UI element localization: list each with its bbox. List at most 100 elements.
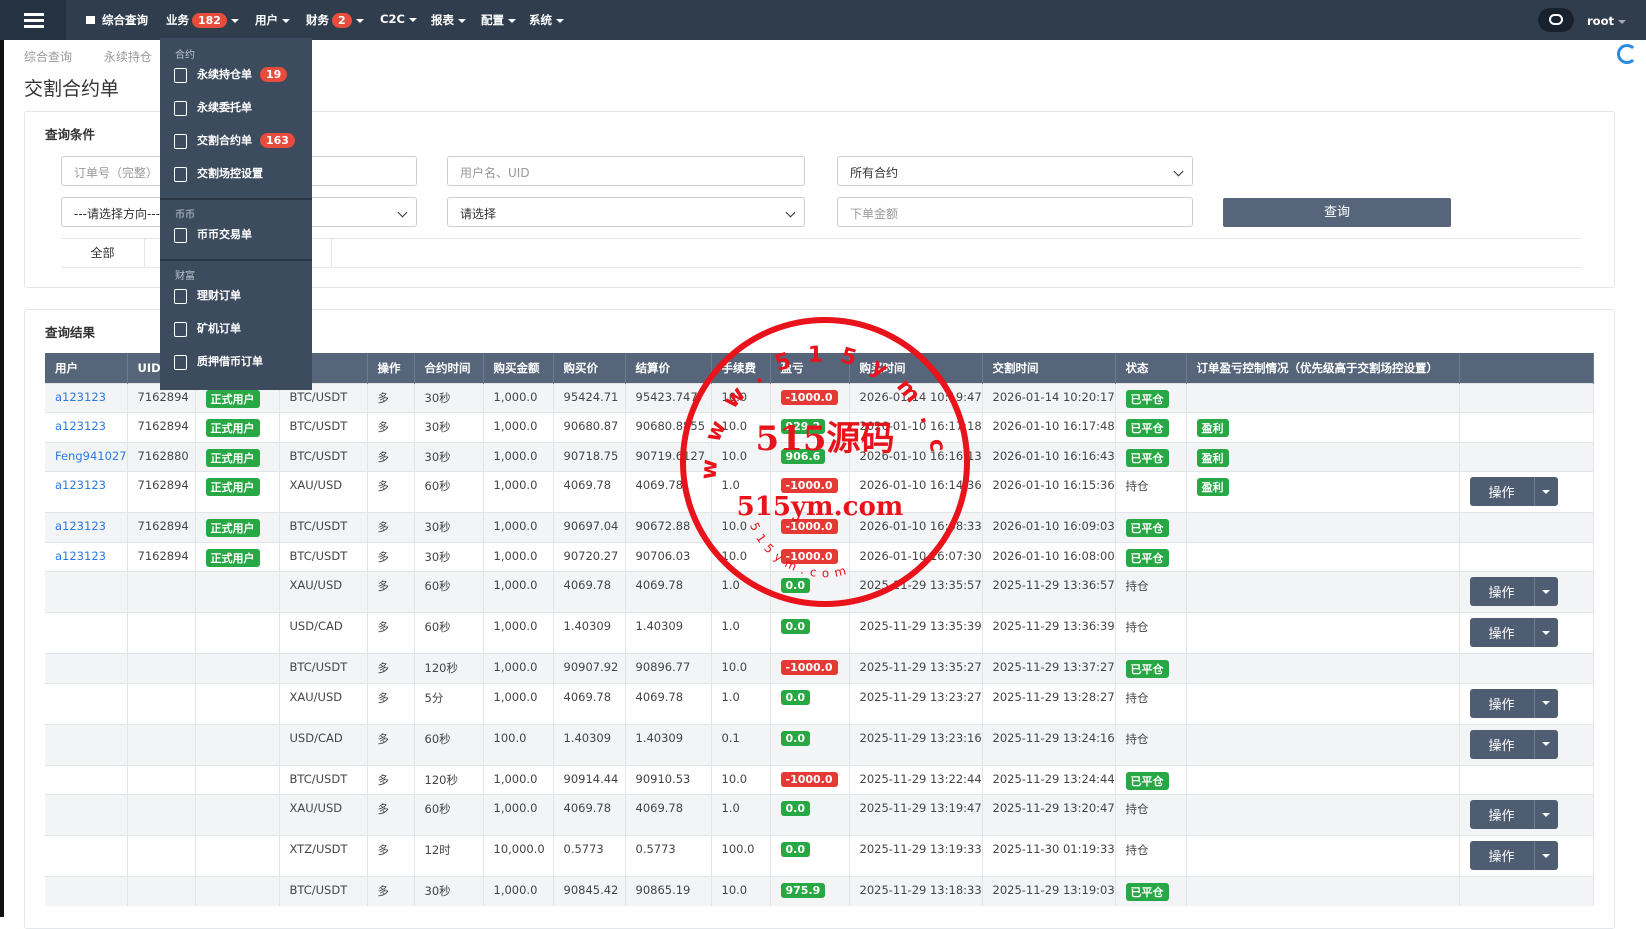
user-link[interactable]: Feng941027 xyxy=(55,449,127,463)
nav-item[interactable]: 系统 xyxy=(529,12,564,28)
menu-item[interactable]: 永续委托单 xyxy=(174,99,252,116)
nav-item[interactable]: C2C xyxy=(380,12,417,26)
cell: 2025-11-29 13:28:27 xyxy=(982,683,1115,724)
cell-text: 5分 xyxy=(425,691,444,705)
user-link[interactable]: a123123 xyxy=(55,549,106,563)
action-button[interactable]: 操作 xyxy=(1470,841,1558,870)
cell: 90896.77 xyxy=(625,654,711,684)
cell-text: BTC/USDT xyxy=(290,449,348,463)
action-toggle[interactable] xyxy=(1534,800,1558,829)
user-link[interactable]: a123123 xyxy=(55,519,106,533)
column-header: 手续费 xyxy=(711,353,770,383)
cell xyxy=(1186,795,1459,836)
breadcrumb-item[interactable]: 永续持仓 xyxy=(104,50,152,64)
nav-item[interactable]: 配置 xyxy=(481,12,516,28)
tab[interactable]: 全部 xyxy=(61,239,145,267)
cell xyxy=(127,795,195,836)
menu-item[interactable]: 理财订单 xyxy=(174,287,241,304)
action-toggle[interactable] xyxy=(1534,477,1558,506)
cell-text: 90914.44 xyxy=(564,772,619,786)
action-button[interactable]: 操作 xyxy=(1470,730,1558,759)
cell: 60秒 xyxy=(414,724,483,765)
contract-select[interactable]: 所有合约 xyxy=(837,156,1193,186)
action-toggle[interactable] xyxy=(1534,689,1558,718)
cell: 1,000.0 xyxy=(483,765,553,795)
user-link[interactable]: a123123 xyxy=(55,478,106,492)
menu-item[interactable]: 永续持仓单19 xyxy=(174,66,287,83)
cell: 已平仓 xyxy=(1115,383,1186,413)
chat-button[interactable] xyxy=(1538,8,1574,32)
menu-item[interactable]: 质押借币订单 xyxy=(174,353,263,370)
cell xyxy=(195,724,279,765)
cell-text: 多 xyxy=(378,802,390,816)
results-table: 用户UID操作合约时间购买金额购买价结算价手续费盈亏购买时间交割时间状态订单盈亏… xyxy=(45,353,1594,906)
cell-text: 90719.6127 xyxy=(636,449,706,463)
action-button[interactable]: 操作 xyxy=(1470,800,1558,829)
cell-text: 90865.19 xyxy=(636,883,691,897)
search-button[interactable]: 查询 xyxy=(1223,198,1451,227)
cell: 2026-01-14 10:19:47 xyxy=(849,383,982,413)
action-label: 操作 xyxy=(1470,841,1534,870)
nav-item[interactable]: 综合查询 xyxy=(86,12,148,28)
cell-text: 2025-11-29 13:23:27 xyxy=(860,690,982,704)
menu-item[interactable]: 币币交易单 xyxy=(174,226,252,243)
menu-item[interactable]: 交割场控设置 xyxy=(174,165,263,182)
action-toggle[interactable] xyxy=(1534,618,1558,647)
action-button[interactable]: 操作 xyxy=(1470,477,1558,506)
user-link[interactable]: a123123 xyxy=(55,390,106,404)
cell: 90672.88 xyxy=(625,513,711,543)
action-button[interactable]: 操作 xyxy=(1470,618,1558,647)
action-button[interactable]: 操作 xyxy=(1470,577,1558,606)
user-link[interactable]: a123123 xyxy=(55,419,106,433)
breadcrumb-item[interactable]: 综合查询 xyxy=(24,50,72,64)
menu-item[interactable]: 交割合约单163 xyxy=(174,132,295,149)
nav-item[interactable]: 用户 xyxy=(255,12,290,28)
action-toggle[interactable] xyxy=(1534,730,1558,759)
cell xyxy=(1186,542,1459,572)
menu-item[interactable]: 矿机订单 xyxy=(174,320,241,337)
cell: 已平仓 xyxy=(1115,654,1186,684)
amount-input[interactable]: 下单金额 xyxy=(837,197,1193,227)
cell: 1,000.0 xyxy=(483,613,553,654)
cell-text: 100.0 xyxy=(722,842,755,856)
status-select[interactable]: 请选择 xyxy=(447,197,805,227)
cell-text: 多 xyxy=(378,661,390,675)
cell: 5分 xyxy=(414,683,483,724)
cell xyxy=(1186,654,1459,684)
action-toggle[interactable] xyxy=(1534,841,1558,870)
cell-text: 10.0 xyxy=(722,419,748,433)
menu-badge: 163 xyxy=(260,133,295,148)
action-toggle[interactable] xyxy=(1534,577,1558,606)
label-badge: 正式用户 xyxy=(206,390,260,408)
cell-text: 30秒 xyxy=(425,520,451,534)
cell-text: 1.40309 xyxy=(636,731,684,745)
menu-toggle[interactable] xyxy=(0,0,66,40)
cell-text: 1,000.0 xyxy=(494,801,538,815)
cell: 持仓 xyxy=(1115,572,1186,613)
nav-item[interactable]: 财务2 xyxy=(306,12,364,28)
cell: 持仓 xyxy=(1115,472,1186,513)
cell-text: 2025-11-29 13:24:16 xyxy=(993,731,1115,745)
cell: BTC/USDT xyxy=(279,654,367,684)
cell-text: 0.5773 xyxy=(564,842,604,856)
cell-text: 1,000.0 xyxy=(494,449,538,463)
action-button[interactable]: 操作 xyxy=(1470,689,1558,718)
user-input[interactable]: 用户名、UID xyxy=(447,156,805,186)
menu-icon xyxy=(174,167,187,182)
cell-text: USD/CAD xyxy=(290,731,343,745)
label-badge: 已平仓 xyxy=(1126,772,1169,790)
refresh-button[interactable] xyxy=(1617,44,1637,64)
nav-item[interactable]: 报表 xyxy=(431,12,466,28)
cell xyxy=(1459,877,1593,907)
cell: 0.0 xyxy=(770,724,849,765)
nav-item[interactable]: 业务182 xyxy=(166,12,239,28)
cell: 1,000.0 xyxy=(483,413,553,443)
cell: 30秒 xyxy=(414,413,483,443)
user-menu[interactable]: root xyxy=(1587,14,1626,28)
cell-text: 2025-11-29 13:20:47 xyxy=(993,801,1115,815)
cell xyxy=(195,877,279,907)
cell xyxy=(127,836,195,877)
cell: 多 xyxy=(367,442,414,472)
menu-section: 财富 xyxy=(175,267,195,282)
cell-text: 1.0 xyxy=(722,619,740,633)
